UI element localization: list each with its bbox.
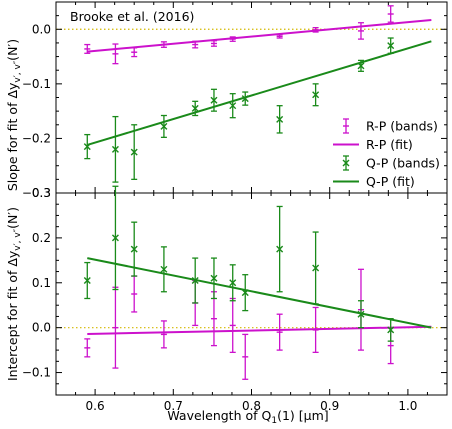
- x-marker: [160, 122, 168, 130]
- intercept-y-tick-label: 0.2: [32, 231, 51, 245]
- legend-item-r-p-bands: R-P (bands): [343, 118, 438, 134]
- intercept-plot-frame: [55, 192, 448, 396]
- intercept-q-p-fit-line: [87, 257, 432, 329]
- legend-label: Q-P (bands): [366, 156, 440, 171]
- x-axis-title-main: Wavelength of Q: [167, 408, 271, 423]
- legend-x-marker: [342, 159, 350, 167]
- intercept-r-p-bands-point: [210, 291, 217, 347]
- intercept-r-p-bands-point: [112, 286, 119, 369]
- x-marker: [312, 91, 320, 99]
- intercept-y-tick-label: 0.0: [32, 321, 51, 335]
- x-tick-label: 0.7: [164, 399, 183, 413]
- intercept-r-p-bands-point: [160, 320, 167, 349]
- legend-label: Q-P (fit): [366, 174, 415, 189]
- intercept-y-axis-title-tail: (N′): [5, 207, 20, 229]
- slope-q-p-bands-point: [276, 105, 284, 134]
- intercept-r-p-bands-point: [84, 338, 91, 358]
- intercept-r-p-bands-point: [229, 297, 236, 354]
- intercept-q-p-bands-point: [210, 257, 218, 300]
- slope-y-tick-label: −0.3: [22, 186, 51, 200]
- x-marker: [130, 148, 138, 156]
- x-marker: [83, 277, 91, 285]
- x-marker: [387, 42, 395, 50]
- slope-r-p-bands-point: [387, 5, 394, 23]
- x-axis-title-tail: (1) [μm]: [277, 408, 329, 423]
- x-marker: [312, 264, 320, 272]
- intercept-r-p-bands-point: [131, 275, 138, 313]
- intercept-y-tick-label: 0.1: [32, 276, 51, 290]
- x-marker: [229, 279, 237, 287]
- legend-item-q-p-bands: Q-P (bands): [342, 155, 440, 171]
- x-axis-title: Wavelength of Q1(1) [μm]: [167, 408, 328, 426]
- legend-item-q-p-fit: Q-P (fit): [333, 174, 415, 189]
- x-marker: [276, 115, 284, 123]
- slope-r-p-bands-point: [210, 40, 217, 47]
- intercept-q-p-bands-point: [111, 185, 119, 291]
- slope-y-tick-label: 0.0: [32, 22, 51, 36]
- intercept-r-p-fit-line: [87, 325, 432, 335]
- x-axis-title-sub: 1: [271, 416, 277, 426]
- x-tick-label: 1.0: [398, 399, 417, 413]
- intercept-panel: −0.1 0.0 0.1 0.2 0.3 0.6 0.7 0.8 0.9 1.0: [22, 185, 448, 413]
- intercept-q-p-bands-point: [276, 205, 284, 293]
- x-marker: [111, 145, 119, 153]
- slope-q-p-bands-point: [312, 83, 320, 107]
- slope-y-axis-title: Slope for fit of Δyv′, v″(N′): [5, 39, 23, 191]
- legend: R-P (bands) R-P (fit) Q-P (bands) Q-P (fit): [333, 118, 440, 189]
- slope-panel: 0.0 −0.1 −0.2 −0.3: [22, 1, 448, 200]
- legend-item-r-p-fit: R-P (fit): [333, 137, 413, 152]
- intercept-q-p-bands-point: [387, 318, 395, 342]
- intercept-q-p-bands-point: [83, 261, 91, 300]
- legend-label: R-P (bands): [366, 119, 438, 134]
- slope-r-p-bands-point: [357, 22, 364, 40]
- slope-y-tick-label: −0.2: [22, 131, 51, 145]
- slope-y-axis-title-main: Slope for fit of Δy: [5, 82, 20, 191]
- x-marker: [276, 245, 284, 253]
- slope-r-p-bands-point: [112, 43, 119, 65]
- x-marker: [387, 326, 395, 334]
- x-tick-label: 0.6: [86, 399, 105, 413]
- slope-r-p-bands-point: [84, 43, 91, 54]
- intercept-y-axis-title-main: Intercept for fit of Δy: [5, 250, 20, 381]
- intercept-y-tick-label: 0.3: [32, 186, 51, 200]
- slope-q-p-bands-point: [160, 114, 168, 138]
- x-marker: [210, 96, 218, 104]
- intercept-q-p-bands-point: [312, 231, 320, 305]
- x-marker: [191, 104, 199, 112]
- x-marker: [160, 265, 168, 273]
- slope-r-p-bands-point: [276, 34, 283, 39]
- intercept-y-axis-title: Intercept for fit of Δyv′, v″(N′): [5, 207, 23, 381]
- intercept-q-p-bands-point: [229, 264, 237, 302]
- x-marker: [111, 234, 119, 242]
- x-marker: [229, 102, 237, 110]
- slope-y-axis-title-sub: v′, v″: [13, 60, 23, 82]
- x-marker: [210, 274, 218, 282]
- x-tick-label: 0.8: [242, 399, 261, 413]
- slope-q-p-bands-point: [130, 124, 138, 181]
- slope-q-p-bands-point: [387, 37, 395, 54]
- citation-annotation: Brooke et al. (2016): [70, 9, 194, 24]
- slope-r-p-bands-point: [131, 47, 138, 58]
- intercept-q-p-bands-point: [160, 246, 168, 293]
- legend-label: R-P (fit): [366, 137, 413, 152]
- intercept-y-axis-title-sub: v′, v″: [13, 228, 23, 250]
- x-tick-label: 0.9: [320, 399, 339, 413]
- intercept-r-p-bands-point: [242, 333, 249, 380]
- slope-q-p-bands-point: [111, 115, 119, 183]
- intercept-y-tick-label: −0.1: [22, 366, 51, 380]
- slope-r-p-fit-line: [87, 19, 432, 53]
- slope-q-p-fit-line: [86, 40, 432, 146]
- slope-y-tick-label: −0.1: [22, 77, 51, 91]
- slope-q-p-bands-point: [83, 133, 91, 160]
- slope-q-p-bands-point: [229, 93, 237, 119]
- slope-y-axis-title-tail: (N′): [5, 39, 20, 61]
- intercept-r-p-bands-point: [276, 313, 283, 351]
- intercept-q-p-bands-point: [241, 274, 249, 312]
- x-marker: [130, 245, 138, 253]
